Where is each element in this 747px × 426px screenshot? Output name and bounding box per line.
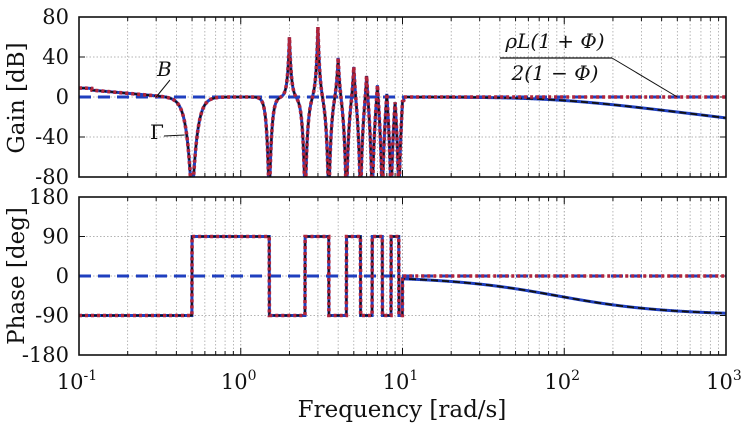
gain-axes-frame (78, 16, 727, 178)
ytick-label: 40 (42, 45, 69, 69)
ytick-label: 0 (56, 85, 69, 109)
xtick-label: 103 (706, 368, 742, 394)
annotation-b-leader (155, 79, 171, 98)
xtick-label: 100 (221, 368, 257, 394)
phase-axes-frame (78, 196, 727, 356)
xtick-exp: 1 (409, 368, 418, 384)
annotation-numerator: ρL(1 + Φ) (504, 29, 604, 53)
ytick-label: -40 (35, 125, 69, 149)
xtick-base: 10 (57, 370, 84, 394)
ytick-label: -80 (35, 165, 69, 189)
ytick-label: -90 (35, 304, 69, 328)
xtick-exp: 0 (248, 368, 257, 384)
ytick-label: -180 (22, 343, 69, 367)
xtick-exp: -1 (84, 368, 98, 384)
xtick-exp: 2 (571, 368, 580, 384)
xtick-base: 10 (706, 370, 733, 394)
xtick-label: 101 (383, 368, 419, 394)
phase-ytick-labels: 180 90 0 -90 -180 (22, 185, 69, 367)
xtick-base: 10 (544, 370, 571, 394)
annotation-fraction-leader (611, 57, 678, 98)
annotation-gamma-leader (163, 134, 185, 137)
phase-ylabel: Phase [deg] (4, 207, 30, 345)
annotation-gamma: Γ (150, 120, 164, 144)
xtick-base: 10 (383, 370, 410, 394)
gain-panel: 80 40 0 -40 -80 Gain [dB] B Γ ρL(1 + Φ) 2(1 … (4, 5, 727, 189)
phase-xtick-labels: 10-1 100 101 102 103 (57, 368, 742, 394)
gain-ytick-labels: 80 40 0 -40 -80 (35, 5, 69, 189)
gain-series-red (79, 26, 726, 177)
xtick-base: 10 (221, 370, 248, 394)
annotation-denominator: 2(1 − Φ) (511, 61, 599, 85)
ytick-label: 80 (42, 5, 69, 29)
xtick-exp: 3 (733, 368, 742, 384)
gain-series (79, 26, 726, 177)
xtick-label: 102 (544, 368, 580, 394)
ytick-label: 0 (56, 264, 69, 288)
annotation-b: B (156, 57, 172, 81)
xlabel: Frequency [rad/s] (298, 397, 507, 423)
gain-ylabel: Gain [dB] (4, 42, 30, 153)
phase-series (79, 234, 726, 318)
ytick-label: 90 (42, 225, 69, 249)
xtick-label: 10-1 (57, 368, 97, 394)
gain-series-black (79, 26, 726, 177)
ytick-label: 180 (29, 185, 69, 209)
gain-annotations: B Γ ρL(1 + Φ) 2(1 − Φ) (150, 29, 678, 144)
